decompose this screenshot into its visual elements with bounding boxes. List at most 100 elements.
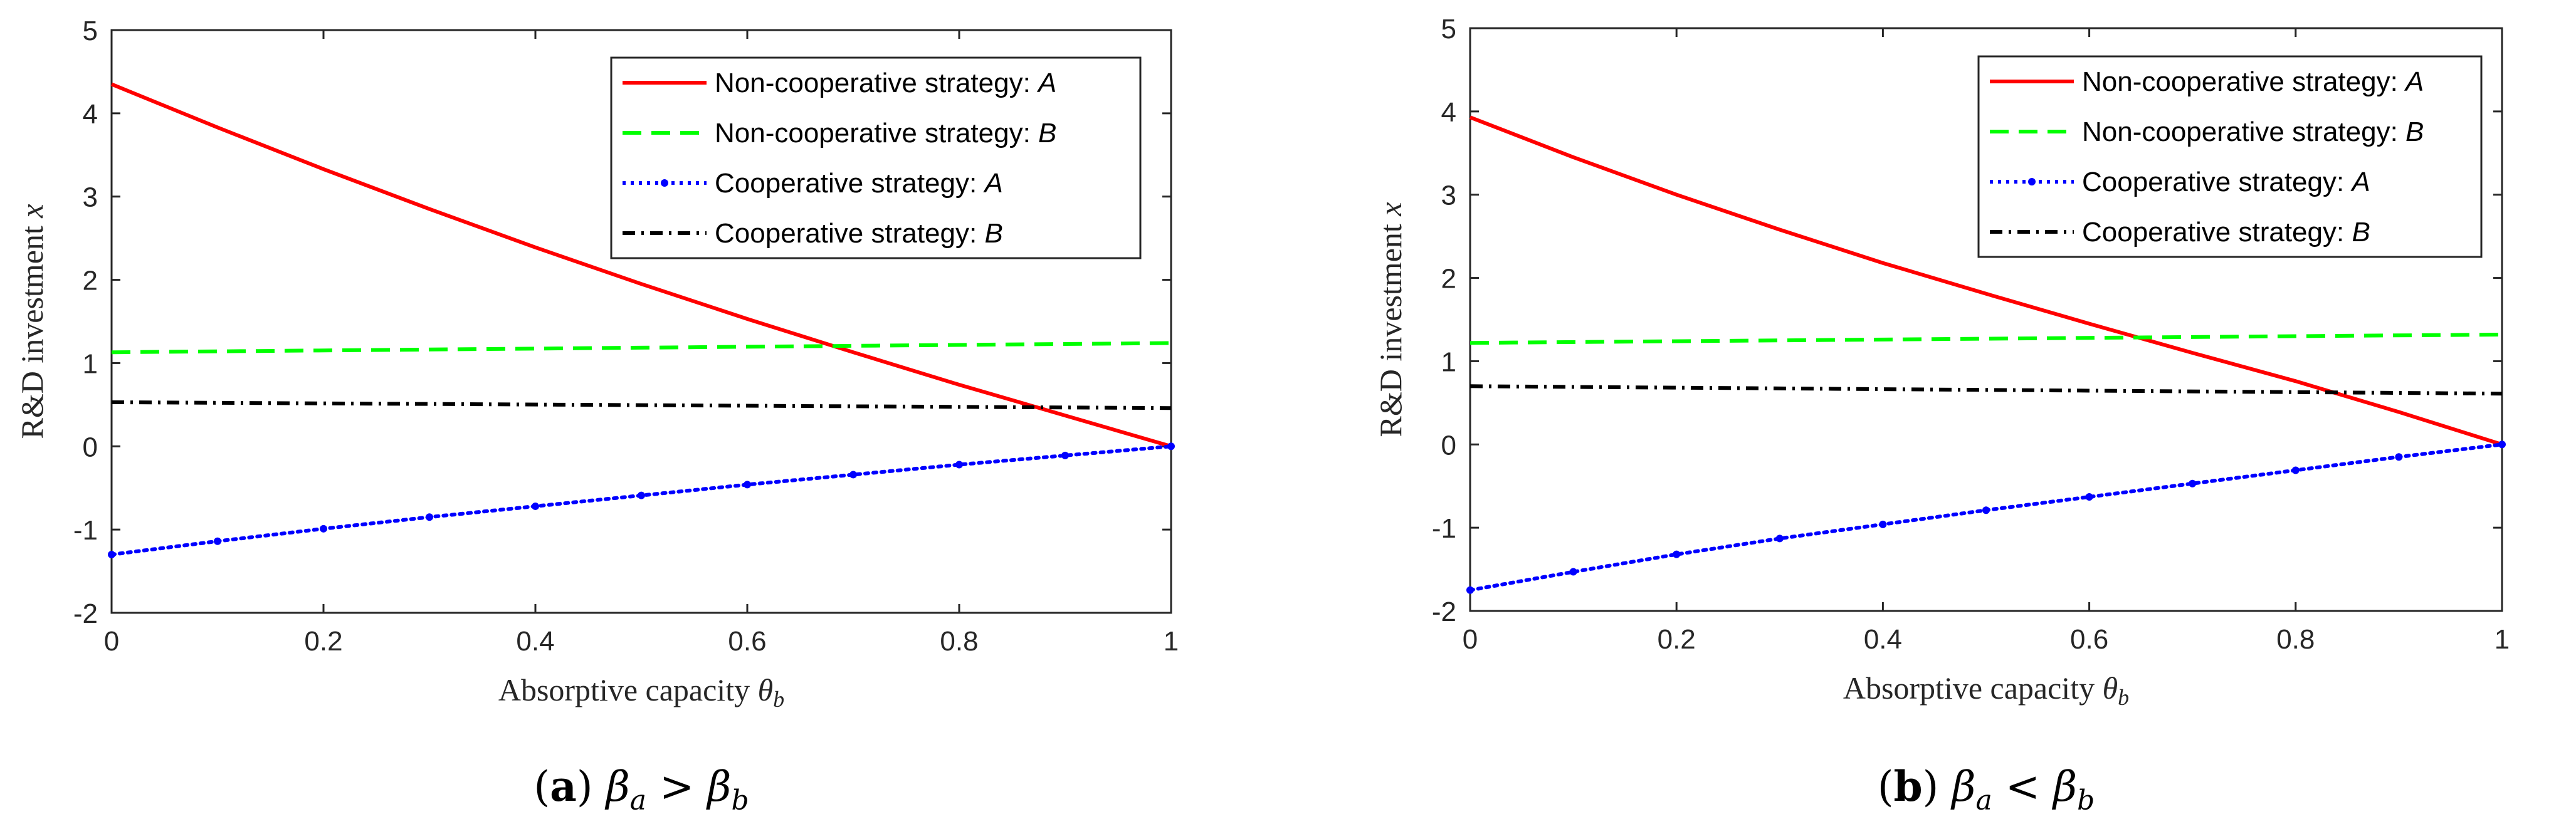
- legend-entry-name: Cooperative strategy:: [715, 168, 984, 199]
- legend-entry-1: Non-cooperative strategy: B: [2082, 117, 2424, 147]
- legend-entry-3: Cooperative strategy: B: [715, 218, 1003, 249]
- y-tick-label: 2: [1441, 264, 1456, 295]
- y-axis-label: R&D investment x: [1373, 202, 1408, 437]
- legend-entry-name: Non-cooperative strategy:: [2082, 117, 2405, 147]
- series-point-2: [2395, 453, 2403, 461]
- caption-letter: b: [1893, 762, 1922, 811]
- series-point-2: [1982, 506, 1990, 514]
- x-axis-label: Absorptive capacity θb: [498, 672, 784, 712]
- legend-entry-name: Cooperative strategy:: [2082, 217, 2352, 248]
- legend-box: [1977, 55, 2483, 258]
- series-point-2: [426, 513, 433, 521]
- x-tick-label: 0.6: [2070, 624, 2108, 655]
- legend-entry-0: Non-cooperative strategy: A: [2082, 66, 2424, 97]
- legend-entry-name: Non-cooperative strategy:: [2082, 66, 2405, 97]
- caption-sub-2: b: [2077, 785, 2095, 816]
- series-point-2: [1879, 520, 1887, 528]
- y-tick-label: 4: [1441, 97, 1456, 128]
- y-tick-label: -2: [1432, 597, 1456, 627]
- x-axis-label-text: Absorptive capacity: [498, 672, 750, 707]
- y-axis-label: R&D investment x: [14, 204, 50, 439]
- legend-entry-name: Non-cooperative strategy:: [715, 68, 1038, 98]
- y-tick-label: 0: [1441, 430, 1456, 461]
- caption-beta-2: β: [705, 763, 731, 811]
- series-point-2: [955, 461, 963, 469]
- legend-entry-party: A: [1036, 68, 1056, 98]
- y-tick-label: 3: [1441, 180, 1456, 211]
- x-tick-label: 0.2: [1658, 624, 1696, 655]
- series-point-2: [108, 551, 115, 558]
- caption-sub-1: a: [1975, 785, 1992, 816]
- chart-panel-a: 0 0.2 0.4 0.6 0.8 1 -2 -1 0 1 2 3 4 5 R&D investment x…: [0, 0, 1285, 829]
- series-point-2: [1167, 442, 1175, 451]
- caption-sub-1: a: [630, 785, 646, 816]
- caption-beta-1: β: [1950, 763, 1975, 811]
- y-tick-label: 3: [83, 182, 98, 213]
- caption: (b) βa < βb: [1878, 762, 2095, 816]
- series-line-3: [111, 400, 1172, 410]
- legend: Non-cooperative strategy: ANon-cooperati…: [610, 56, 1142, 259]
- x-tick-label: 1: [2495, 624, 2510, 655]
- x-axis-label-text: Absorptive capacity: [1843, 670, 2095, 706]
- legend: Non-cooperative strategy: ANon-cooperati…: [1977, 55, 2483, 258]
- series-point-2: [2498, 441, 2506, 449]
- series-line-0: [110, 82, 1172, 449]
- series-point-2: [2085, 493, 2093, 501]
- series-line-3: [1469, 384, 2503, 396]
- y-tick-label: -1: [1432, 513, 1456, 544]
- x-tick-label: 0.8: [940, 626, 978, 657]
- legend-entry-party: A: [2350, 167, 2370, 197]
- y-tick-label: 4: [83, 99, 98, 130]
- x-axis-symbol-sub: b: [2118, 685, 2129, 710]
- legend-entry-2: Cooperative strategy: A: [715, 168, 1003, 199]
- legend-entry-party: A: [2404, 66, 2424, 97]
- x-tick-label: 1: [1164, 626, 1179, 657]
- series-point-2: [2291, 466, 2300, 474]
- caption-operator: >: [646, 763, 707, 811]
- caption-beta-1: β: [604, 763, 630, 811]
- caption-sub-2: b: [731, 785, 749, 816]
- y-tick-label: 0: [83, 432, 98, 462]
- series-point-2: [849, 471, 857, 479]
- y-axis-label-text: R&D investment: [14, 226, 50, 439]
- y-tick-label: 5: [83, 16, 98, 46]
- series-point-2: [1569, 568, 1577, 576]
- line-chart-a: 0 0.2 0.4 0.6 0.8 1 -2 -1 0 1 2 3 4 5 R&D investment x…: [14, 16, 1179, 816]
- caption-beta-2: β: [2051, 763, 2077, 811]
- legend-entry-1: Non-cooperative strategy: B: [715, 118, 1056, 149]
- y-tick-label: 5: [1441, 14, 1456, 44]
- legend-entry-party: B: [2352, 217, 2370, 248]
- y-axis-symbol: x: [14, 204, 50, 219]
- x-tick-label: 0.6: [728, 626, 766, 657]
- series-point-2: [532, 502, 539, 510]
- x-tick-label: 0.2: [304, 626, 342, 657]
- series-point-2: [1775, 534, 1784, 543]
- series-point-2: [1466, 586, 1474, 594]
- y-tick-label: 1: [1441, 347, 1456, 377]
- caption-letter: a: [550, 762, 577, 811]
- legend-entry-party: B: [2405, 117, 2424, 147]
- x-axis-symbol: θ: [758, 672, 774, 707]
- y-tick-label: 2: [83, 266, 98, 296]
- x-tick-label: 0: [104, 626, 119, 657]
- x-tick-label: 0.4: [516, 626, 554, 657]
- legend-entry-party: B: [1038, 118, 1056, 149]
- caption: (a) βa > βb: [534, 762, 749, 816]
- y-tick-label: -1: [73, 515, 98, 546]
- legend-entry-party: A: [982, 168, 1002, 199]
- series-point-2: [1673, 550, 1681, 558]
- series-point-2: [638, 491, 645, 499]
- y-axis-symbol: x: [1373, 202, 1408, 217]
- x-tick-label: 0: [1463, 624, 1478, 655]
- series-point-2: [214, 537, 221, 545]
- series-point-2: [744, 481, 751, 489]
- caption-operator: <: [1992, 763, 2053, 811]
- y-tick-label: -2: [73, 598, 98, 629]
- x-tick-label: 0.4: [1864, 624, 1902, 655]
- series-line-1: [111, 341, 1172, 355]
- legend-entry-party: B: [984, 218, 1002, 249]
- line-chart-b: 0 0.2 0.4 0.6 0.8 1 -2 -1 0 1 2 3 4 5 R&D investment x…: [1373, 14, 2510, 816]
- x-axis-label: Absorptive capacity θb: [1843, 670, 2129, 710]
- legend-entry-0: Non-cooperative strategy: A: [715, 68, 1056, 98]
- series-point-2: [320, 524, 327, 533]
